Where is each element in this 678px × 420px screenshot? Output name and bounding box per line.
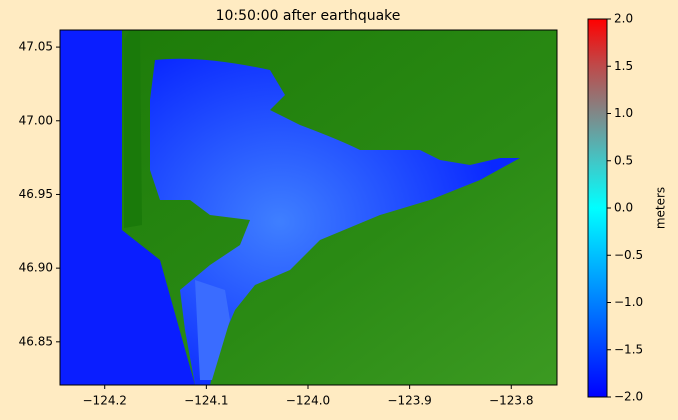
colorbar-tick-label: 2.0 <box>614 12 633 26</box>
x-tick-label: −123.9 <box>387 394 431 408</box>
x-tick-label: −124.1 <box>184 394 228 408</box>
x-tick-label: −124.0 <box>286 394 330 408</box>
y-tick-label: 46.85 <box>19 334 53 348</box>
colorbar-label: meters <box>654 187 668 229</box>
colorbar-tick-label: −1.5 <box>614 342 643 356</box>
colorbar <box>587 18 608 398</box>
map-image <box>60 30 557 385</box>
colorbar-tick-label: −1.0 <box>614 295 643 309</box>
colorbar-tick-label: −2.0 <box>614 390 643 404</box>
colorbar-tick-label: −0.5 <box>614 248 643 262</box>
chart-title: 10:50:00 after earthquake <box>216 8 401 24</box>
colorbar-tick-label: 1.5 <box>614 59 633 73</box>
y-tick-label: 47.00 <box>19 113 53 127</box>
y-tick-label: 47.05 <box>19 40 53 54</box>
plot-frame <box>59 29 558 386</box>
x-tick-label: −123.8 <box>489 394 533 408</box>
y-tick-label: 46.95 <box>19 187 53 201</box>
colorbar-tick-label: 0.0 <box>614 201 633 215</box>
y-tick-label: 46.90 <box>19 261 53 275</box>
colorbar-tick-label: 0.5 <box>614 153 633 167</box>
colorbar-tick-label: 1.0 <box>614 106 633 120</box>
x-tick-label: −124.2 <box>83 394 127 408</box>
